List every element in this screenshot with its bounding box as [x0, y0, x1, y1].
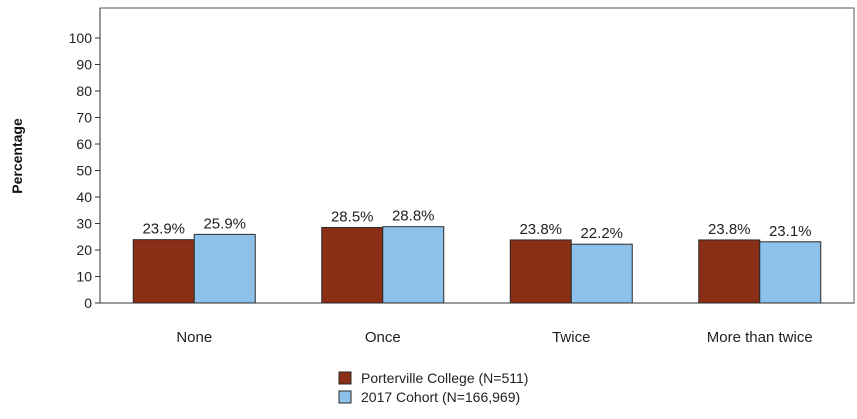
data-label: 22.2%	[580, 225, 623, 242]
legend-swatch	[338, 371, 352, 385]
category-label: None	[176, 329, 212, 346]
bar-cohort-3	[759, 241, 822, 304]
data-label: 28.8%	[392, 208, 435, 225]
bar-porterville-1	[321, 226, 384, 304]
category-label: Twice	[552, 329, 590, 346]
y-tick-label: 40	[76, 189, 92, 205]
y-tick-label: 100	[69, 30, 93, 46]
data-label: 23.1%	[769, 223, 812, 240]
y-tick-label: 50	[76, 163, 92, 179]
bar-cohort-0	[193, 233, 256, 304]
data-label: 23.8%	[519, 221, 562, 238]
bar-porterville-3	[698, 239, 761, 304]
data-label: 23.9%	[142, 221, 185, 238]
legend: Porterville College (N=511) 2017 Cohort (…	[338, 370, 528, 405]
y-tick-label: 70	[76, 110, 92, 126]
category-label: More than twice	[707, 329, 813, 346]
legend-label: 2017 Cohort (N=166,969)	[361, 389, 520, 405]
data-label: 25.9%	[203, 215, 246, 232]
bars	[132, 226, 822, 304]
bar-cohort-2	[570, 243, 633, 304]
bar-porterville-2	[509, 239, 572, 304]
y-tick-label: 90	[76, 57, 92, 73]
y-tick-label: 20	[76, 242, 92, 258]
bar-cohort-1	[382, 226, 445, 304]
data-label: 28.5%	[331, 208, 374, 225]
legend-label: Porterville College (N=511)	[361, 370, 528, 386]
y-tick-label: 0	[84, 295, 92, 311]
y-ticks: 0 10 20 30 40 50 60 70 80 90 100	[69, 30, 100, 311]
category-label: Once	[365, 329, 401, 346]
bar-porterville-0	[132, 239, 195, 304]
y-tick-label: 80	[76, 83, 92, 99]
y-tick-label: 60	[76, 136, 92, 152]
y-axis-label: Percentage	[9, 118, 25, 194]
y-tick-label: 10	[76, 269, 92, 285]
data-label: 23.8%	[708, 221, 751, 238]
y-tick-label: 30	[76, 216, 92, 232]
data-labels: 23.9% 25.9% 28.5% 28.8% 23.8% 22.2% 23.8% 23.1%	[142, 208, 811, 242]
legend-swatch	[338, 390, 352, 404]
category-labels: None Once Twice More than twice	[176, 329, 812, 346]
